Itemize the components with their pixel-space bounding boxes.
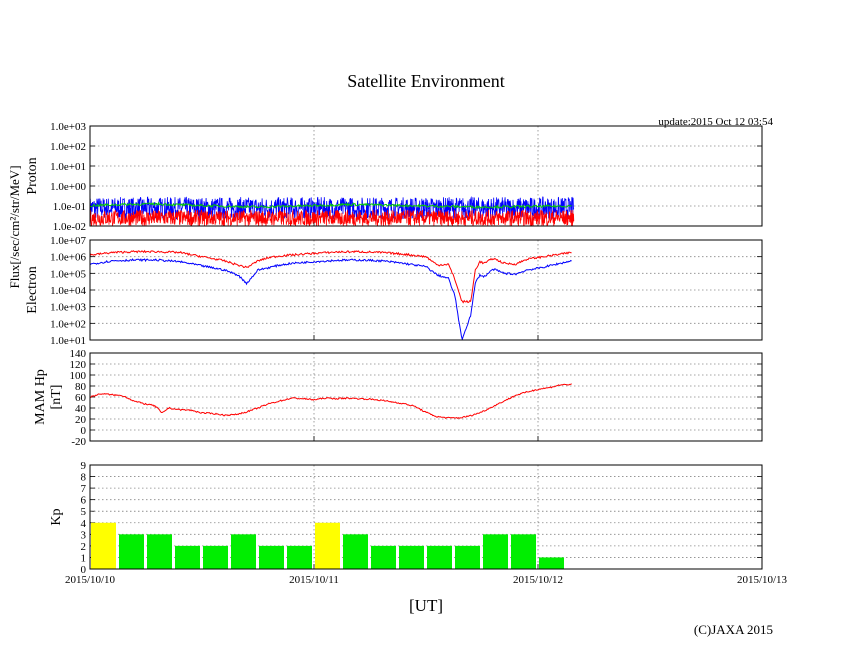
plot-area [90,249,572,340]
kp-bar [259,545,284,569]
y-tick-label: 0 [81,425,87,437]
y-tick-label: 6 [81,495,87,507]
copyright-notice: (C)JAXA 2015 [694,622,773,637]
y-tick-label: 9 [81,460,87,472]
kp-bar [119,534,144,569]
y-tick-label: 2 [81,541,87,553]
y-tick-label: -20 [71,436,86,448]
x-tick-label: 2015/10/13 [737,574,788,586]
update-timestamp: update:2015 Oct 12 03:54 [658,116,773,128]
y-tick-label: 140 [70,348,87,360]
kp-bar [427,545,452,569]
flux-axis-label: Flux[/sec/cm²/str/MeV] [7,165,22,288]
y-tick-label: 1.0e+02 [50,141,86,153]
y-tick-label: 1.0e+04 [50,285,86,297]
series-proton-green [90,201,572,210]
y-tick-label: 1 [81,552,87,564]
chart-panels: 1.0e-021.0e-011.0e+001.0e+011.0e+021.0e+… [25,121,763,576]
panel-frame [89,464,763,570]
y-tick-label: 1.0e+05 [50,268,86,280]
y-tick-label: 80 [75,381,87,393]
kp-bar [483,534,508,569]
kp-bar [175,545,200,569]
y-tick-label: 1.0e+03 [50,302,86,314]
x-axis-ticks: 2015/10/10 2015/10/11 2015/10/12 2015/10/13 [65,574,788,586]
series-hp [90,383,572,420]
plot-area [90,383,572,420]
panel-electron: 1.0e+01 1.0e+02 1.0e+03 1.0e+04 1.0e+05 1.0e+… [25,235,763,347]
y-tick-label: 40 [75,403,87,415]
panel-frame [89,125,763,227]
y-tick-label: 7 [81,483,87,495]
y-tick-label: 120 [70,359,87,371]
series-electron-low [90,258,572,340]
kp-bar [539,557,564,569]
kp-bar [399,545,424,569]
y-tick-label: 4 [81,518,87,530]
y-axis-label: Kp [49,508,64,525]
kp-bar [203,545,228,569]
panel-frame [89,352,763,442]
y-tick-label: 20 [75,414,87,426]
y-tick-label: 1.0e+06 [50,252,86,264]
x-tick-label: 2015/10/10 [65,574,116,586]
series-proton-low [90,195,575,221]
y-tick-label: 8 [81,472,87,484]
series-electron-high [90,249,572,304]
y-axis-label: Proton [25,157,40,194]
kp-bar [371,545,396,569]
y-axis-label: Electron [25,266,40,313]
kp-bar [91,522,116,569]
y-tick-label: 1.0e+01 [50,161,86,173]
series-proton-high [90,209,575,226]
panel-frame [89,239,763,341]
y-tick-label: 1.0e-01 [53,201,86,213]
x-tick-label: 2015/10/12 [513,574,563,586]
y-tick-label: 60 [75,392,87,404]
panel-proton: 1.0e-02 1.0e-01 1.0e+00 1.0e+01 1.0e+02 1.0e+… [25,121,763,233]
kp-bar [315,522,340,569]
y-tick-label: 1.0e+03 [50,121,86,133]
y-tick-label: 1.0e+00 [50,181,86,193]
plot-area [90,195,575,226]
kp-bar [147,534,172,569]
kp-bar [343,534,368,569]
y-tick-label: 100 [70,370,87,382]
x-tick-label: 2015/10/11 [289,574,339,586]
y-tick-label: 1.0e+01 [50,335,86,347]
y-axis-unit-label: [nT] [49,385,64,410]
kp-bar [511,534,536,569]
chart-title: Satellite Environment [347,71,504,91]
y-tick-label: 1.0e+02 [50,318,86,330]
y-axis-label: MAM Hp [33,369,48,425]
kp-bar [287,545,312,569]
x-axis-label: [UT] [409,596,443,615]
kp-bar [231,534,256,569]
y-tick-label: 3 [81,529,87,541]
y-tick-label: 1.0e+07 [50,235,86,247]
y-tick-label: 0 [81,564,87,576]
plot-area [91,522,564,569]
y-tick-label: 1.0e-02 [53,221,86,233]
kp-bar [455,545,480,569]
y-tick-label: 5 [81,506,87,518]
